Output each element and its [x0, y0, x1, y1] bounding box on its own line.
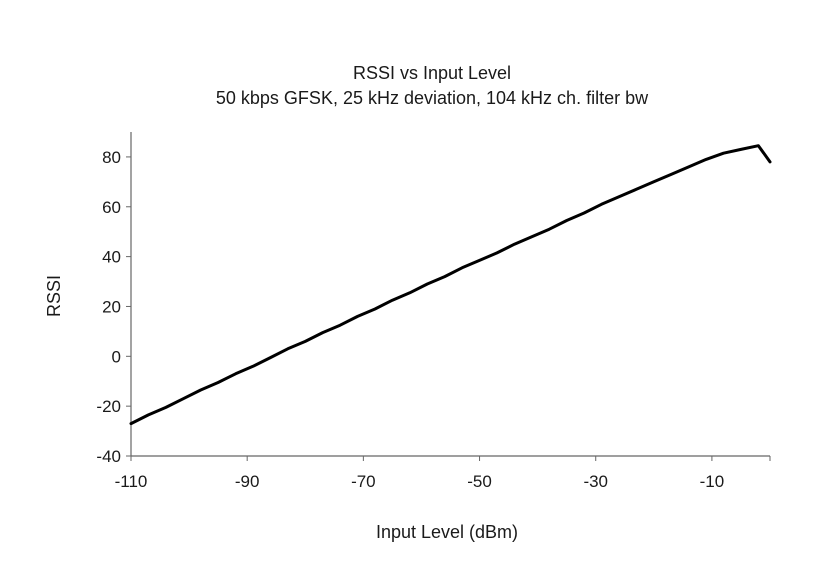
chart-title: RSSI vs Input Level [353, 63, 511, 83]
series-line [129, 144, 772, 426]
y-tick-label: 0 [112, 347, 121, 366]
plot-frame [130, 132, 770, 457]
x-tick-label: -110 [115, 472, 148, 491]
y-tick-label: 60 [102, 198, 121, 217]
y-tick-label: 20 [102, 297, 121, 316]
y-axis-label: RSSI [44, 275, 64, 317]
x-tick-label: -70 [351, 472, 376, 491]
x-axis-ticks: -110 -90 -70 -50 -30 -10 [115, 456, 771, 491]
y-tick-label: -40 [96, 447, 121, 466]
x-axis-label: Input Level (dBm) [376, 522, 518, 542]
y-tick-label: -20 [96, 397, 121, 416]
y-axis-ticks: -40 -20 0 20 40 60 80 [96, 148, 131, 466]
x-tick-label: -90 [235, 472, 260, 491]
x-tick-label: -30 [583, 472, 608, 491]
series-layer [129, 144, 772, 426]
x-tick-label: -10 [700, 472, 725, 491]
chart-subtitle: 50 kbps GFSK, 25 kHz deviation, 104 kHz … [216, 88, 649, 108]
y-tick-label: 40 [102, 248, 121, 267]
y-tick-label: 80 [102, 148, 121, 167]
x-tick-label: -50 [467, 472, 492, 491]
